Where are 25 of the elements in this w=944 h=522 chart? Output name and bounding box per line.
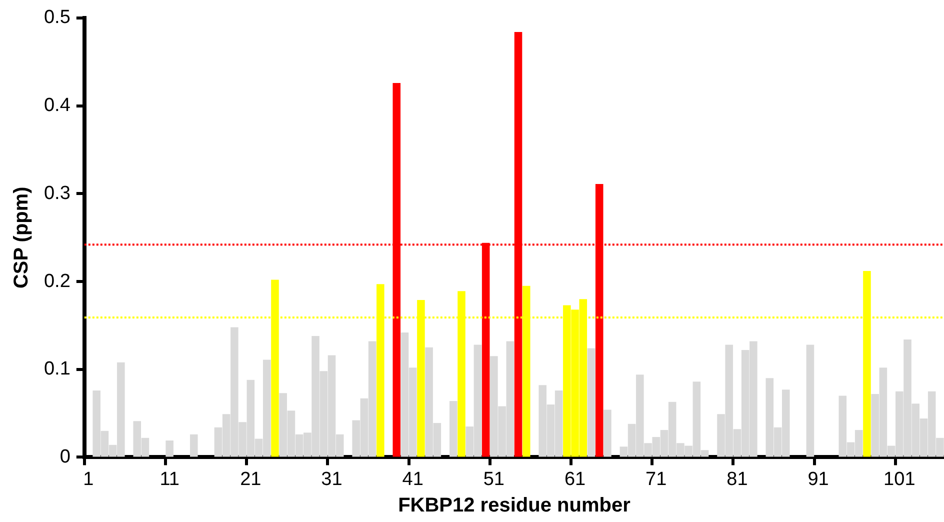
bar: [190, 434, 198, 457]
bar: [604, 410, 612, 457]
x-tick-label: 21: [240, 468, 262, 490]
y-tick-label: 0.4: [44, 95, 71, 116]
x-tick-label: 51: [483, 468, 505, 490]
x-tick-label: 61: [564, 468, 586, 490]
x-tick-label: 101: [884, 468, 916, 490]
x-tick-label: 81: [726, 468, 748, 490]
bar: [806, 344, 814, 457]
x-tick-label: 91: [808, 468, 829, 490]
x-tick-label: 31: [321, 468, 342, 490]
y-axis-title: CSP (ppm): [10, 186, 33, 289]
y-tick-label: 0: [60, 446, 70, 468]
x-tick-label: 41: [402, 468, 424, 490]
bar: [449, 400, 458, 457]
bar: [166, 440, 174, 457]
bar: [587, 348, 596, 457]
x-tick-label: 1: [83, 468, 94, 490]
x-tick-label: 71: [646, 468, 667, 490]
y-tick-label: 0.2: [44, 270, 70, 292]
y-tick-label: 0.1: [44, 358, 70, 380]
y-tick-label: 0.3: [44, 182, 70, 204]
x-axis-title: FKBP12 residue number: [398, 494, 631, 517]
x-tick-label: 11: [160, 468, 180, 490]
y-tick-label: 0.5: [44, 7, 70, 28]
